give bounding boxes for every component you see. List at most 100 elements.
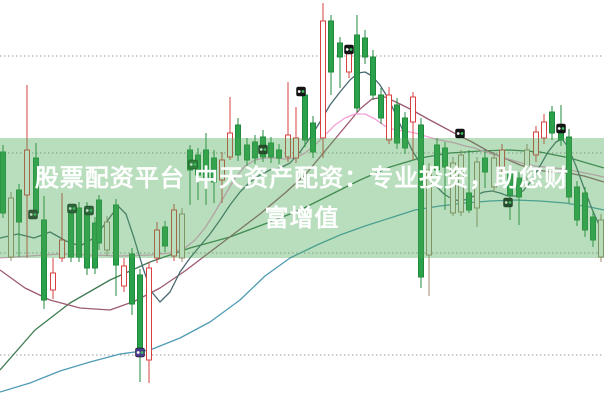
candle-body-flat [450, 162, 456, 214]
ma-long-blue [0, 199, 604, 393]
event-marker-dot-white [68, 207, 72, 210]
event-marker [455, 128, 465, 139]
candle-body-down [507, 171, 513, 196]
candle-body-down [76, 207, 82, 258]
candle-body-up [171, 209, 177, 257]
candle-body-flat [474, 161, 480, 209]
candle-body-down [92, 222, 98, 269]
candle-body-down [96, 199, 102, 244]
candle-body-flat [458, 154, 464, 213]
candle-body-down [41, 219, 47, 301]
candle-body-flat [104, 221, 110, 251]
candle-body-down [549, 111, 555, 134]
candle-body-down [0, 151, 6, 214]
candle-body-up [24, 149, 30, 196]
event-marker [556, 123, 566, 134]
candle-body-down [394, 104, 400, 144]
candle-body-flat [598, 219, 604, 258]
candle-body-down [310, 122, 316, 153]
candle-body-down [162, 226, 168, 247]
candle-body-down [354, 34, 360, 109]
event-marker [28, 209, 38, 220]
candle-body-down [434, 144, 440, 171]
candle-body-down [482, 157, 488, 173]
candle-body-down [402, 117, 408, 149]
candle-body-down [203, 149, 209, 179]
candle-body-down [84, 207, 90, 269]
candle-body-down [137, 274, 143, 356]
candle-body-up [346, 52, 352, 73]
candle-body-up [285, 134, 291, 158]
event-marker-dot-green [561, 127, 565, 130]
candle-body-down [211, 157, 217, 183]
event-marker [188, 159, 198, 170]
event-marker-dot-green [349, 48, 353, 51]
candle-body-down [442, 147, 448, 168]
candle-body-flat [524, 149, 530, 178]
event-marker [503, 197, 513, 208]
candle-body-up [227, 132, 233, 158]
candle-body-up [146, 267, 152, 361]
event-marker [84, 205, 94, 216]
candle-body-up [154, 229, 160, 259]
candle-body-down [252, 141, 258, 159]
event-marker-dot-white [345, 48, 349, 51]
event-marker-dot-green [460, 132, 464, 135]
candle-body-down [244, 144, 250, 161]
event-marker [296, 86, 306, 97]
candle-body-up [533, 131, 539, 156]
event-marker [135, 347, 145, 358]
event-marker-dot-green [263, 148, 267, 151]
candle-body-down [582, 192, 588, 231]
candle-body-up [386, 94, 392, 141]
candle-body-down [566, 136, 572, 198]
event-marker [67, 203, 77, 214]
candle-body-down [268, 142, 274, 158]
event-marker-dot-white [297, 90, 301, 93]
event-marker-dot-green [33, 213, 37, 216]
candle-body-down [418, 124, 424, 278]
event-marker-dot-green [301, 90, 305, 93]
event-marker-dot-white [189, 163, 193, 166]
event-marker-dot-green [508, 201, 512, 204]
candle-body-down [235, 124, 241, 156]
event-marker [258, 144, 268, 155]
event-marker-dot-white [85, 209, 89, 212]
candle-body-flat [426, 169, 432, 256]
event-marker-dot-green [193, 163, 197, 166]
candle-body-down [276, 149, 282, 159]
candle-body-down [370, 56, 376, 96]
ma-mid-green [0, 149, 604, 371]
candle-body-down [574, 186, 580, 221]
candle-body-flat [179, 213, 185, 259]
event-marker-dot-white [136, 351, 140, 354]
candle-body-up [293, 137, 299, 159]
candle-body-up [59, 239, 65, 259]
event-marker [344, 44, 354, 55]
candle-body-up [121, 265, 127, 287]
ma-pink [0, 113, 604, 259]
event-marker-dot-white [259, 148, 263, 151]
candle-body-down [302, 94, 308, 141]
candle-body-down [466, 192, 472, 211]
candle-body-up [499, 149, 505, 168]
candle-body-up [50, 272, 56, 291]
event-marker-dot-white [504, 201, 508, 204]
event-marker-dot-white [456, 132, 460, 135]
event-marker-dot-green [89, 209, 93, 212]
candle-body-down [68, 212, 74, 258]
candle-body-down [590, 216, 596, 241]
candle-body-down [378, 94, 384, 119]
candle-body-down [113, 204, 119, 266]
candle-body-up [410, 96, 416, 123]
candle-body-down [362, 37, 368, 58]
event-marker-dot-green [140, 351, 144, 354]
candle-body-up [320, 20, 326, 139]
candle-body-up [541, 121, 547, 139]
candle-body-down [337, 42, 343, 58]
candle-body-down [328, 20, 334, 73]
candle-body-down [16, 189, 22, 223]
event-marker-dot-white [29, 213, 33, 216]
